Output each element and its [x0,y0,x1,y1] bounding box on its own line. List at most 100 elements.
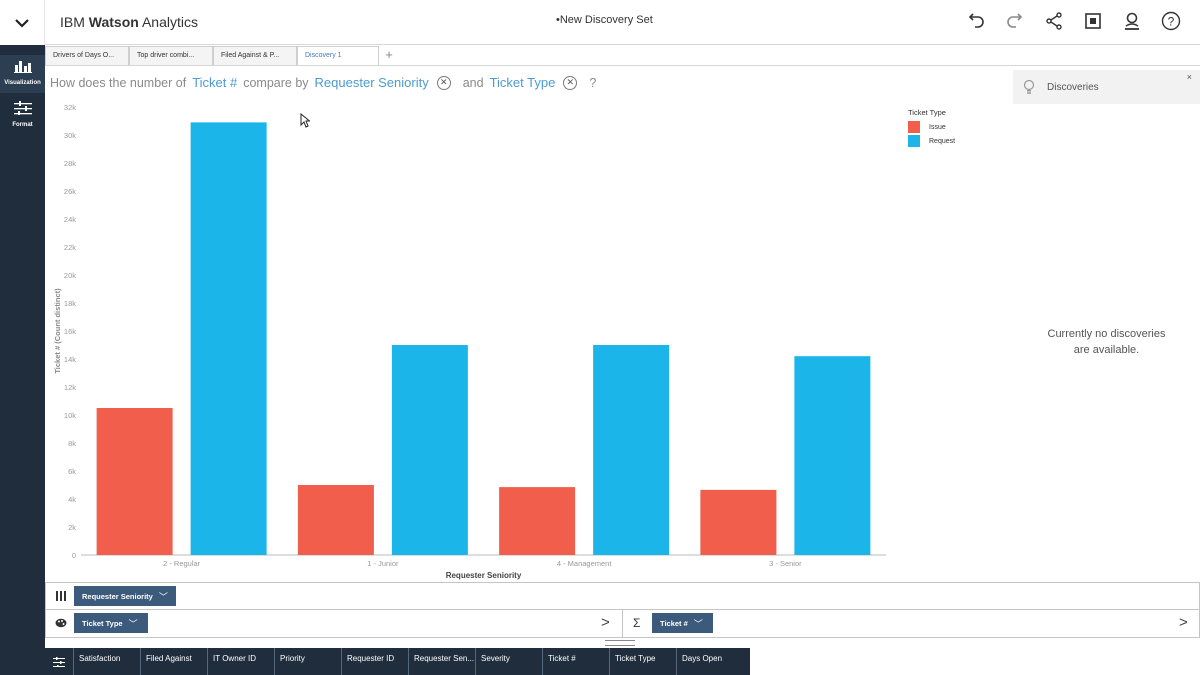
redo-icon[interactable] [1004,10,1026,32]
field-ticket-type[interactable]: Ticket Type [609,648,676,675]
screenshot-icon[interactable] [1082,10,1104,32]
legend-label-issue: Issue [929,124,946,131]
size-shelf-arrow-icon[interactable]: > [1179,614,1188,631]
field-requester-id[interactable]: Requester ID [341,648,408,675]
top-actions: ? [965,10,1182,32]
chevron-down-icon [15,18,29,28]
y-tick-label: 28k [64,159,76,168]
x-tick-label: 4 - Management [557,559,613,568]
legend-swatch-request [908,135,920,147]
discoveries-title: Discoveries [1047,81,1099,93]
rail-format[interactable]: Format [0,99,45,133]
top-bar: IBM Watson Analytics •New Discovery Set … [0,0,1200,45]
question-text-2: compare by [243,75,309,90]
y-tick-label: 18k [64,299,76,308]
discoveries-empty-line-2: are available. [1073,344,1140,356]
legend-swatch-issue [908,121,920,133]
discoveries-empty-message: Currently no discoveries are available. [1013,326,1200,358]
brand-suffix: Analytics [141,14,198,30]
field-priority[interactable]: Priority [274,648,341,675]
field-settings-icon[interactable] [45,648,73,675]
question-text-1: How does the number of [50,75,187,90]
bar-issue-3 [700,489,777,555]
color-pill-label: Ticket Type [82,618,123,628]
bar-chart-svg: 0 2k 4k 6k 8k 10k 12k 14k 16k 18k 20k 22k 24k 26k 28k 3… [53,103,955,580]
legend-title: Ticket Type [908,108,946,117]
chevron-down-icon: ﹀ [693,618,703,629]
bar-issue-2 [499,487,576,555]
y-tick-label: 0 [72,551,76,560]
help-icon[interactable]: ? [1160,10,1182,32]
field-it-owner-id[interactable]: IT Owner ID [207,648,274,675]
discoveries-header[interactable]: Discoveries [1013,70,1200,104]
rail-visualization-label: Visualization [4,80,41,86]
rail-visualization[interactable]: Visualization [0,55,45,93]
shelf-divider [622,610,623,638]
brand-name: Watson [88,14,139,30]
size-pill-label: Ticket # [660,618,688,628]
y-tick-label: 14k [64,355,76,364]
unsaved-dot: • [556,14,560,26]
color-pill[interactable]: Ticket Type ﹀ [74,613,148,633]
legend-label-request: Request [929,138,955,145]
field-ticket-number[interactable]: Ticket # [542,648,609,675]
discovery-set-title[interactable]: •New Discovery Set [556,14,653,26]
field-list-bar: Satisfaction Filed Against IT Owner ID P… [45,648,750,675]
sliders-icon [13,101,32,115]
field-requester-seniority[interactable]: Requester Sen... [408,648,475,675]
chevron-down-icon: ﹀ [128,618,138,629]
size-pill[interactable]: Ticket # ﹀ [652,613,713,633]
resize-grip[interactable] [605,640,635,646]
lightbulb-icon [1023,79,1035,94]
y-tick-label: 8k [68,439,76,448]
bar-issue-1 [297,485,374,555]
columns-pill-label: Requester Seniority [82,591,153,601]
fieldbar-left-bg [0,648,45,675]
left-rail: Visualization Format [0,45,45,675]
y-tick-label: 24k [64,215,76,224]
close-discoveries-icon[interactable]: × [1186,72,1192,82]
tab-filed-against[interactable]: Filed Against & P... [213,46,297,66]
y-tick-label: 12k [64,383,76,392]
question-text-4: ? [589,75,597,90]
color-shelf-arrow-icon[interactable]: > [601,614,610,631]
rail-format-label: Format [12,122,33,128]
tabs-divider [45,65,1200,66]
tab-top-driver[interactable]: Top driver combi... [129,46,213,66]
palette-icon [54,616,68,630]
remove-dimension-1-icon[interactable]: ✕ [436,75,451,90]
color-size-shelf: Ticket Type ﹀ > Σ Ticket # ﹀ > [45,610,1200,638]
sigma-icon: Σ [633,616,641,630]
columns-pill[interactable]: Requester Seniority ﹀ [74,586,176,606]
user-icon[interactable] [1121,10,1143,32]
app-brand: IBM Watson Analytics [60,14,198,30]
add-tab-button[interactable]: + [385,47,393,62]
field-severity[interactable]: Severity [475,648,542,675]
bar-chart-icon [13,61,32,73]
field-days-open[interactable]: Days Open [676,648,743,675]
y-tick-label: 10k [64,411,76,420]
bar-request-2 [593,345,670,555]
x-axis-title: Requester Seniority [446,571,522,580]
y-tick-label: 20k [64,271,76,280]
question-text-3: and [462,75,484,90]
measure-token[interactable]: Ticket # [192,75,238,90]
field-filed-against[interactable]: Filed Against [140,648,207,675]
y-tick-label: 2k [68,523,76,532]
tab-drivers[interactable]: Drivers of Days O... [45,46,129,66]
brand-prefix: IBM [60,14,85,30]
bar-chart: 0 2k 4k 6k 8k 10k 12k 14k 16k 18k 20k 22k 24k 26k 28k 3… [45,95,1005,585]
undo-icon[interactable] [965,10,987,32]
bar-request-0 [190,122,267,556]
menu-button[interactable] [0,0,45,45]
question-bar: How does the number of Ticket # compare … [50,75,596,90]
share-icon[interactable] [1043,10,1065,32]
remove-dimension-2-icon[interactable]: ✕ [563,75,578,90]
dimension-token-2[interactable]: Ticket Type [489,75,556,90]
x-tick-label: 3 - Senior [769,559,802,568]
tab-discovery-1[interactable]: Discovery 1 [297,46,379,66]
columns-shelf: Requester Seniority ﹀ [45,582,1200,610]
y-axis-title: Ticket # (Count distinct) [53,288,62,374]
dimension-token-1[interactable]: Requester Seniority [314,75,429,90]
field-satisfaction[interactable]: Satisfaction [73,648,140,675]
